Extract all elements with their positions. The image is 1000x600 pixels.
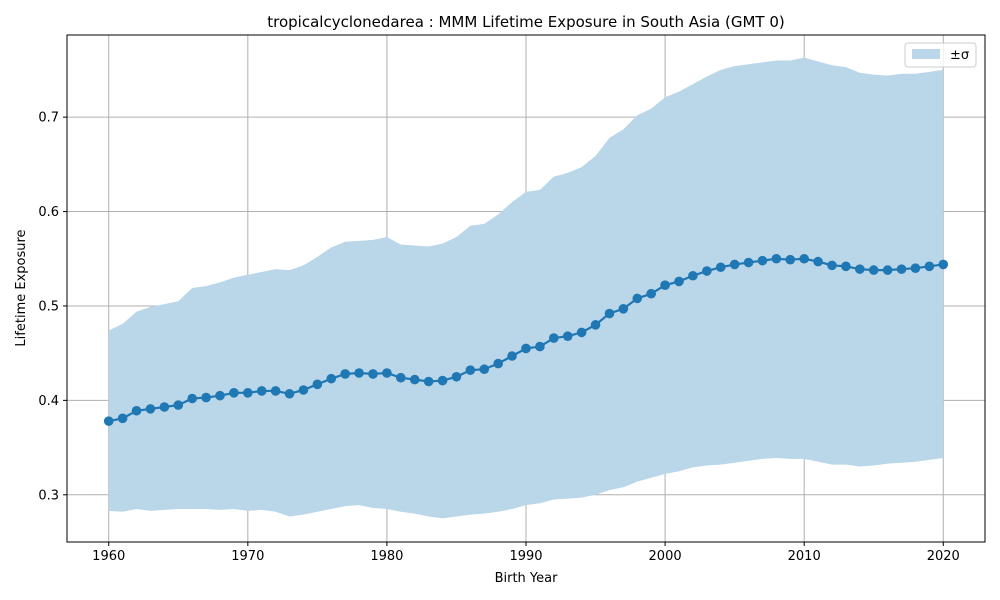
data-point <box>409 374 420 385</box>
legend-label: ±σ <box>950 48 969 63</box>
x-axis-label: Birth Year <box>495 571 559 586</box>
data-point <box>813 256 823 267</box>
data-point <box>284 388 295 399</box>
x-tick-label: 1960 <box>92 549 125 564</box>
data-point <box>535 341 545 352</box>
x-tick-label: 1990 <box>509 549 542 564</box>
data-point <box>465 365 476 375</box>
data-point <box>549 333 559 343</box>
x-tick-label: 2010 <box>788 549 821 564</box>
data-point <box>757 255 768 266</box>
y-tick-label: 0.3 <box>38 488 59 503</box>
data-point <box>646 288 656 299</box>
data-point <box>715 262 726 273</box>
data-point <box>924 261 935 272</box>
data-point <box>270 386 281 396</box>
data-point <box>896 264 907 274</box>
y-tick-label: 0.4 <box>38 394 59 409</box>
data-point <box>187 393 197 404</box>
data-point <box>396 372 406 383</box>
data-point <box>562 331 573 341</box>
y-tick-label: 0.5 <box>38 299 59 314</box>
data-point <box>173 400 184 410</box>
std-band <box>108 57 944 519</box>
data-point <box>618 303 629 314</box>
data-point <box>576 327 587 338</box>
data-point <box>340 369 350 379</box>
axis-ticks: 1960 1970 1980 1990 2000 2010 2020 0.3 0.4 0.5 0.6… <box>38 111 960 564</box>
data-point <box>507 351 517 361</box>
data-point <box>674 276 684 287</box>
chart-title: tropicalcyclonedarea : MMM Lifetime Expo… <box>267 13 784 31</box>
data-point <box>702 266 712 276</box>
y-axis-label: Lifetime Exposure <box>14 229 29 346</box>
mean-series <box>103 253 949 426</box>
std-band-area <box>108 57 944 519</box>
data-point <box>938 259 949 270</box>
data-point <box>479 364 490 375</box>
x-tick-label: 1970 <box>231 549 264 564</box>
data-point <box>256 386 267 396</box>
data-point <box>368 369 378 379</box>
data-point <box>743 257 754 268</box>
data-point <box>131 405 142 416</box>
data-point <box>855 264 865 274</box>
data-point <box>910 263 921 274</box>
y-tick-label: 0.7 <box>38 111 59 126</box>
data-point <box>117 413 128 424</box>
data-point <box>590 320 601 330</box>
data-point <box>771 253 782 264</box>
data-point <box>799 253 809 264</box>
y-tick-label: 0.6 <box>38 205 59 220</box>
data-point <box>145 404 156 414</box>
data-point <box>660 280 670 290</box>
legend-swatch <box>912 49 940 59</box>
data-point <box>688 270 698 281</box>
data-point <box>423 376 434 387</box>
data-point <box>201 392 211 403</box>
data-point <box>354 368 364 378</box>
data-point <box>298 385 309 395</box>
legend: ±σ <box>904 42 977 68</box>
data-point <box>451 371 462 382</box>
data-point <box>229 388 239 398</box>
data-point <box>243 388 253 398</box>
data-point <box>159 402 170 412</box>
data-point <box>632 293 643 304</box>
data-point <box>729 259 740 270</box>
data-point <box>326 373 337 384</box>
x-tick-label: 2000 <box>649 549 682 564</box>
data-point <box>103 416 114 426</box>
data-point <box>493 358 503 369</box>
data-point <box>437 375 448 386</box>
data-point <box>382 368 392 378</box>
x-tick-label: 2020 <box>927 549 960 564</box>
data-point <box>827 260 837 271</box>
data-point <box>868 265 879 275</box>
data-point <box>785 254 796 265</box>
data-point <box>215 390 225 401</box>
x-tick-label: 1980 <box>370 549 403 564</box>
data-point <box>604 308 615 319</box>
data-point <box>882 265 893 275</box>
data-point <box>312 379 323 390</box>
data-point <box>521 343 531 354</box>
data-point <box>841 261 851 272</box>
